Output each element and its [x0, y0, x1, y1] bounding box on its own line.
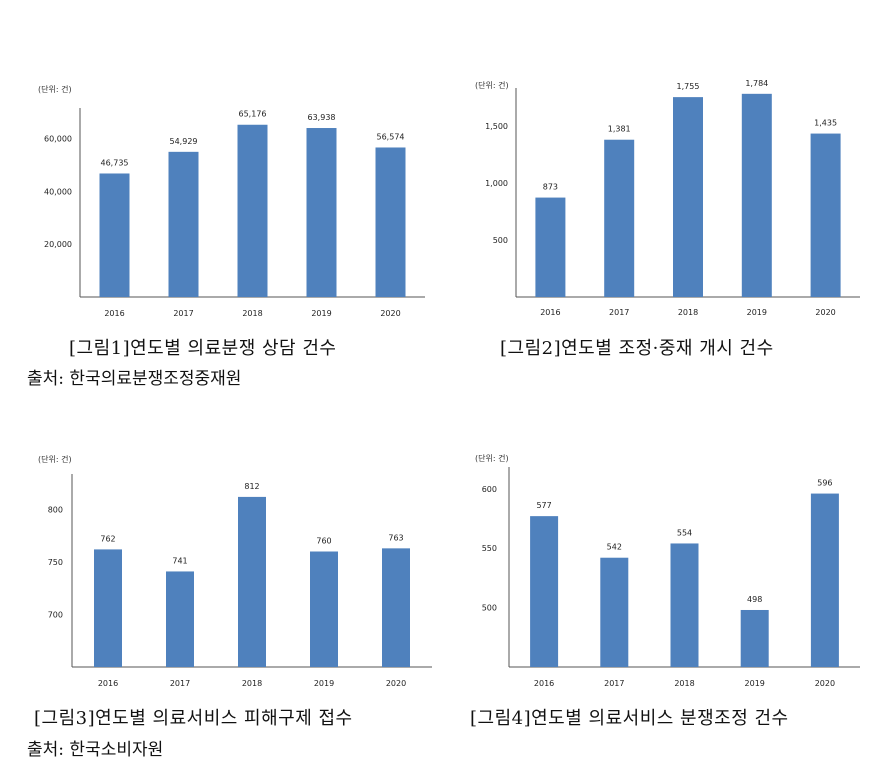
chart2-bar	[810, 133, 841, 297]
chart3-value-label: 812	[244, 482, 259, 491]
chart4-bar	[530, 516, 559, 667]
chart2-bar	[741, 93, 772, 297]
chart1-value-label: 56,574	[377, 132, 405, 141]
chart4-category-label: 2020	[815, 679, 835, 688]
chart1-bar	[375, 147, 406, 297]
chart3-category-label: 2017	[170, 679, 190, 688]
chart1-bar	[306, 128, 337, 297]
chart4-ytick-label: 500	[482, 604, 497, 613]
chart4-ytick-label: 550	[482, 544, 497, 553]
chart4-bar	[600, 557, 629, 667]
chart2-category-label: 2016	[540, 308, 560, 317]
chart1-bar	[237, 124, 268, 297]
chart1-bar	[99, 173, 130, 297]
chart3-bar	[94, 549, 122, 667]
chart4-value-label: 554	[677, 528, 692, 537]
chart3-ytick-label: 700	[48, 611, 63, 620]
chart2-category-label: 2020	[815, 308, 835, 317]
chart2-unit-label: (단위: 건)	[475, 80, 509, 90]
chart1-source: 출처: 한국의료분쟁조정중재원	[27, 369, 242, 389]
chart2-value-label: 1,381	[608, 125, 631, 134]
chart1-value-label: 54,929	[170, 137, 198, 146]
chart3-bar	[166, 571, 194, 667]
chart1-category-label: 2017	[173, 309, 193, 318]
chart3-value-label: 762	[100, 534, 115, 543]
chart3-value-label: 741	[172, 556, 187, 565]
chart1-value-label: 65,176	[239, 110, 267, 119]
chart2-caption: [그림2]연도별 조정·중재 개시 건수	[500, 338, 774, 359]
chart4-bar	[810, 493, 839, 667]
chart2-category-label: 2019	[747, 308, 767, 317]
chart3-ytick-label: 750	[48, 558, 63, 567]
chart3-value-label: 760	[316, 537, 331, 546]
chart2-value-label: 1,784	[745, 79, 768, 88]
chart3-ytick-label: 800	[48, 506, 63, 515]
chart1-value-label: 63,938	[308, 113, 336, 122]
chart3-value-label: 763	[388, 533, 403, 542]
chart4-bar	[670, 543, 699, 667]
chart2-category-label: 2018	[678, 308, 698, 317]
chart1-category-label: 2016	[104, 309, 124, 318]
chart2-ytick-label: 1,000	[485, 179, 508, 188]
chart3-bar	[382, 548, 410, 667]
chart1-ytick-label: 60,000	[44, 134, 72, 143]
chart2-bar	[673, 97, 703, 297]
chart3-unit-label: (단위: 건)	[38, 454, 72, 464]
chart3-source: 출처: 한국소비자원	[27, 740, 164, 760]
chart4-ytick-label: 600	[482, 485, 497, 494]
chart4-category-label: 2019	[745, 679, 765, 688]
chart4-value-label: 542	[607, 543, 622, 552]
chart4-unit-label: (단위: 건)	[475, 453, 509, 463]
chart1-value-label: 46,735	[101, 158, 129, 167]
chart2-ytick-label: 1,500	[485, 122, 508, 131]
chart1-ytick-label: 20,000	[44, 240, 72, 249]
chart1-ytick-label: 40,000	[44, 187, 72, 196]
chart2-value-label: 873	[543, 183, 558, 192]
chart4-category-label: 2016	[534, 679, 554, 688]
chart1-category-label: 2020	[380, 309, 400, 318]
chart4-category-label: 2017	[604, 679, 624, 688]
chart2-bar	[535, 197, 566, 297]
chart4-value-label: 498	[747, 595, 762, 604]
chart1-category-label: 2018	[242, 309, 262, 318]
chart3-category-label: 2020	[386, 679, 406, 688]
chart3-bar	[238, 496, 266, 667]
chart1-unit-label: (단위: 건)	[38, 84, 72, 94]
chart3-category-label: 2018	[242, 679, 262, 688]
chart2-ytick-label: 500	[493, 236, 508, 245]
chart2-value-label: 1,435	[814, 119, 837, 128]
chart4-category-label: 2018	[674, 679, 694, 688]
chart4-bar	[740, 609, 769, 667]
chart2-category-label: 2017	[609, 308, 629, 317]
chart3-category-label: 2019	[314, 679, 334, 688]
chart4-caption: [그림4]연도별 의료서비스 분쟁조정 건수	[470, 708, 789, 729]
chart3-bar	[310, 551, 338, 667]
chart3-category-label: 2016	[98, 679, 118, 688]
chart1-bar	[168, 151, 199, 297]
chart1-caption: [그림1]연도별 의료분쟁 상담 건수	[69, 338, 337, 359]
chart2-value-label: 1,755	[677, 82, 700, 91]
chart4-value-label: 577	[536, 501, 551, 510]
chart3-caption: [그림3]연도별 의료서비스 피해구제 접수	[34, 708, 353, 729]
chart1-category-label: 2019	[311, 309, 331, 318]
chart4-value-label: 596	[817, 479, 832, 488]
chart2-bar	[604, 139, 635, 297]
